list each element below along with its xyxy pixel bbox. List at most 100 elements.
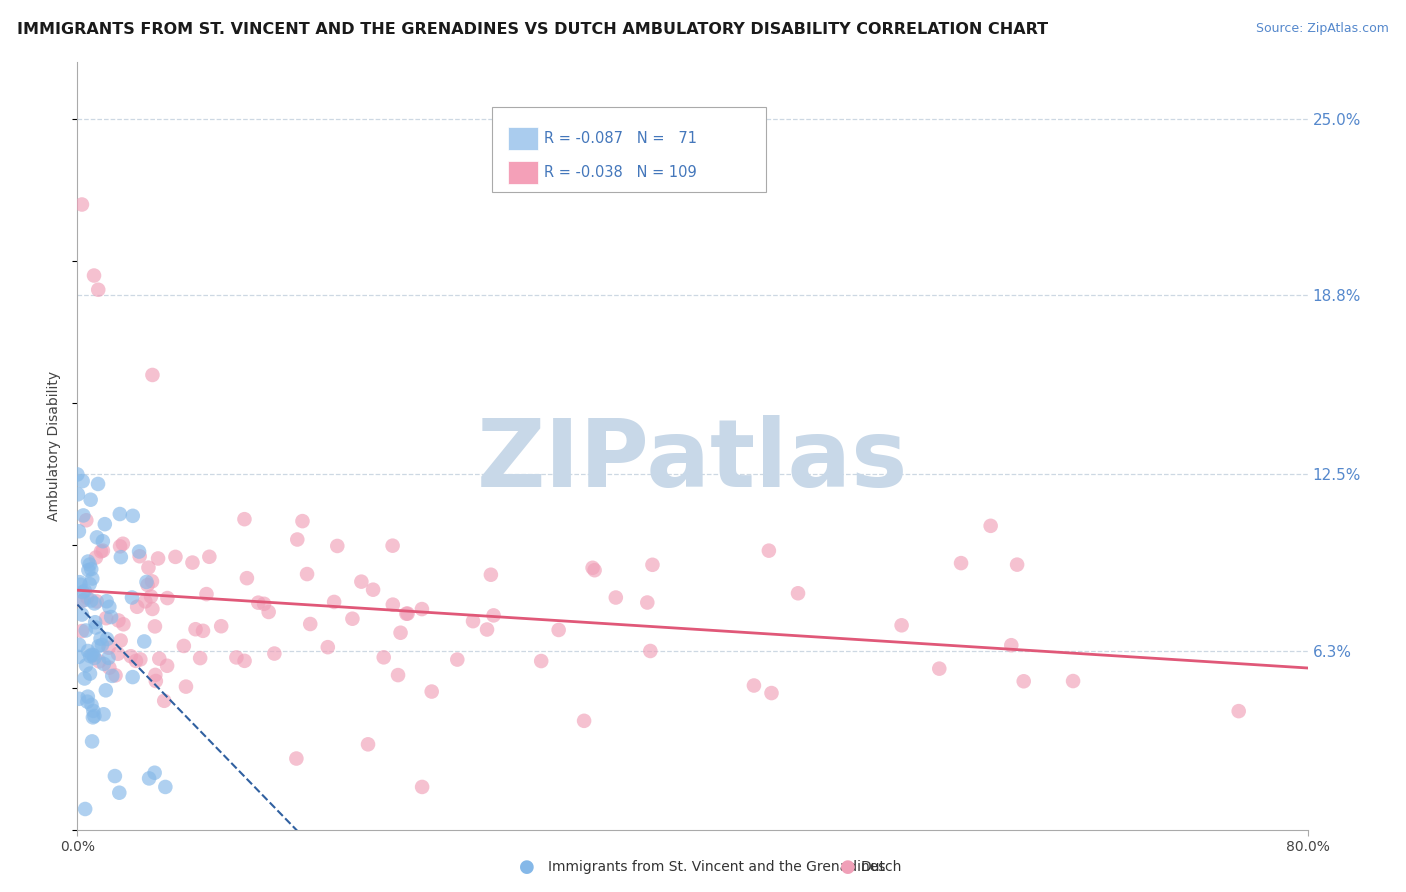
- Point: [209, 619, 232, 633]
- Point: [93, 707, 115, 722]
- Point: [77, 555, 100, 569]
- Text: IMMIGRANTS FROM ST. VINCENT AND THE GRENADINES VS DUTCH AMBULATORY DISABILITY CO: IMMIGRANTS FROM ST. VINCENT AND THE GREN…: [17, 22, 1047, 37]
- Point: [108, 507, 131, 521]
- Point: [461, 614, 484, 628]
- Point: [581, 561, 603, 575]
- Point: [72, 508, 94, 523]
- Point: [291, 514, 314, 528]
- Point: [94, 611, 117, 625]
- Point: [77, 644, 100, 658]
- Point: [350, 574, 373, 589]
- Point: [387, 668, 409, 682]
- Point: [641, 558, 664, 572]
- Point: [90, 544, 112, 558]
- Text: Dutch: Dutch: [860, 860, 901, 874]
- Point: [82, 572, 104, 586]
- Y-axis label: Ambulatory Disability: Ambulatory Disability: [48, 371, 62, 521]
- Point: [75, 658, 97, 673]
- Point: [395, 607, 418, 621]
- Point: [80, 648, 103, 662]
- Point: [73, 583, 96, 598]
- Text: ●: ●: [839, 858, 856, 876]
- Point: [94, 683, 117, 698]
- Point: [80, 698, 103, 712]
- Point: [128, 549, 150, 564]
- Point: [181, 556, 204, 570]
- Point: [70, 197, 93, 211]
- Point: [156, 591, 179, 605]
- Point: [295, 567, 318, 582]
- Point: [475, 623, 498, 637]
- Point: [482, 608, 505, 623]
- Point: [640, 644, 662, 658]
- Point: [67, 691, 90, 706]
- Point: [980, 518, 1002, 533]
- Point: [361, 582, 384, 597]
- Point: [136, 578, 159, 592]
- Point: [77, 563, 100, 577]
- Point: [112, 617, 135, 632]
- Point: [143, 765, 166, 780]
- Point: [225, 650, 247, 665]
- Point: [233, 654, 256, 668]
- Point: [91, 543, 114, 558]
- Point: [411, 780, 433, 794]
- Point: [141, 574, 163, 589]
- Text: R = -0.087   N =   71: R = -0.087 N = 71: [544, 131, 697, 145]
- Point: [134, 594, 156, 608]
- Point: [129, 652, 152, 666]
- Point: [72, 585, 94, 599]
- Point: [76, 591, 98, 605]
- Point: [91, 534, 114, 549]
- Point: [83, 597, 105, 611]
- Point: [636, 595, 658, 609]
- Point: [108, 786, 131, 800]
- Point: [67, 649, 90, 664]
- Point: [83, 709, 105, 723]
- Point: [70, 624, 93, 638]
- Point: [80, 593, 103, 607]
- Point: [1012, 674, 1035, 689]
- Point: [80, 562, 103, 576]
- Point: [91, 638, 114, 652]
- Point: [97, 640, 120, 655]
- Point: [143, 619, 166, 633]
- Point: [316, 640, 339, 655]
- Point: [83, 651, 105, 665]
- Point: [82, 710, 104, 724]
- Point: [86, 594, 108, 608]
- Point: [86, 530, 108, 544]
- Point: [373, 650, 395, 665]
- Point: [928, 662, 950, 676]
- Point: [446, 652, 468, 666]
- Point: [153, 694, 176, 708]
- Point: [127, 599, 149, 614]
- Point: [76, 690, 98, 704]
- Point: [191, 624, 214, 638]
- Point: [98, 661, 121, 675]
- Point: [111, 537, 134, 551]
- Point: [1062, 674, 1084, 689]
- Point: [139, 590, 162, 604]
- Point: [389, 625, 412, 640]
- Point: [72, 593, 94, 607]
- Point: [141, 602, 163, 616]
- Point: [950, 556, 973, 570]
- Point: [198, 549, 221, 564]
- Point: [146, 551, 169, 566]
- Point: [98, 599, 121, 614]
- Point: [94, 517, 117, 532]
- Point: [69, 575, 91, 590]
- Point: [236, 571, 259, 585]
- Point: [90, 632, 112, 646]
- Point: [87, 639, 110, 653]
- Point: [96, 594, 118, 608]
- Point: [67, 638, 90, 652]
- Point: [84, 620, 107, 634]
- Text: ZIPatlas: ZIPatlas: [477, 416, 908, 508]
- Point: [1000, 638, 1022, 652]
- Point: [1227, 704, 1250, 718]
- Point: [121, 670, 143, 684]
- Point: [396, 607, 419, 621]
- Point: [100, 610, 122, 624]
